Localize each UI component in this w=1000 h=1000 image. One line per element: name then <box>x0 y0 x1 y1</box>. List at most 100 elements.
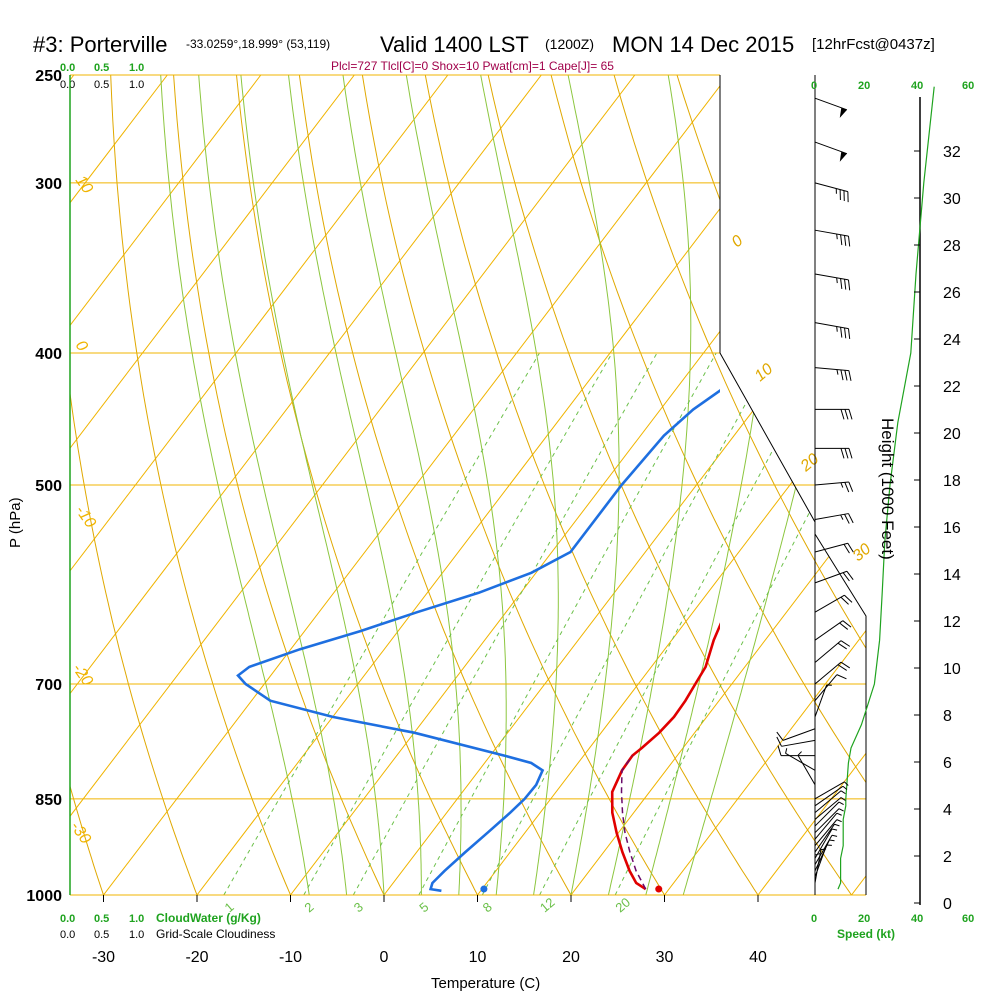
wind-barb-flag <box>840 640 851 647</box>
wind-barb-flag <box>777 745 782 756</box>
wind-barb-half-flag <box>797 751 802 756</box>
wind-barb-staff <box>814 273 849 281</box>
wind-speed-line <box>837 86 935 890</box>
pressure-tick-label: 500 <box>35 478 62 495</box>
valid-time: Valid 1400 LST <box>380 32 529 57</box>
wind-barb-flag <box>844 594 853 603</box>
height-tick-label: 8 <box>943 708 952 725</box>
wind-barb-staff <box>814 808 840 834</box>
speed-scale-top-0: 0 <box>811 80 817 92</box>
moist-adiabat-line <box>405 75 507 895</box>
mixing-ratio-line <box>303 352 613 895</box>
wind-barb-flag <box>776 736 782 747</box>
wind-barb-staff <box>814 570 848 584</box>
wind-barb-half-flag <box>785 748 788 754</box>
wind-barb-half-flag <box>840 482 844 488</box>
dry-adiabat-label: 30 <box>850 541 875 566</box>
surface-temperature-dot <box>655 885 663 893</box>
isotherm-label: -30 <box>67 819 94 848</box>
wind-barb-staff <box>814 367 849 372</box>
plot-frame <box>69 75 921 905</box>
dewpoint-line <box>236 389 720 893</box>
wind-barb-flag <box>848 513 854 524</box>
wind-speed-profile <box>837 86 935 890</box>
height-tick-label: 28 <box>943 238 961 255</box>
sounding-profiles <box>236 389 720 893</box>
wind-barb-staff <box>814 801 840 827</box>
pressure-ticks: 250 300 400 500 700 850 1000 <box>26 68 62 905</box>
height-tick-label: 30 <box>943 191 961 208</box>
dry-adiabat-line <box>358 75 683 895</box>
wind-barb-staff <box>814 229 849 237</box>
speed-scale-bottom-3: 60 <box>962 913 974 925</box>
wind-barb-flag <box>848 409 853 420</box>
wind-barb-flag <box>840 448 845 459</box>
wind-barb-half-flag <box>836 369 839 375</box>
forecast-date: MON 14 Dec 2015 <box>612 32 794 57</box>
wind-barb-staff <box>814 790 842 814</box>
height-tick-label: 0 <box>943 896 952 913</box>
isotherm-line <box>851 75 866 895</box>
wind-barb-staff <box>814 684 828 718</box>
wind-barb-flag <box>844 448 849 459</box>
dry-adiabat-line <box>981 51 1000 924</box>
wind-barb-flag <box>844 514 850 524</box>
temperature-tick-label: 30 <box>656 949 674 966</box>
dry-adiabat-line <box>420 75 778 895</box>
wind-barb-flag <box>840 596 849 605</box>
wind-barb-flag <box>840 369 844 381</box>
cloudiness-scale-top-0: 0.0 <box>60 79 75 91</box>
wind-barb-flag <box>836 674 847 680</box>
y-axis-title: P (hPa) <box>7 497 24 548</box>
wind-barb-flag <box>844 370 848 381</box>
bottom-scales: 0.0 0.5 1.0 CloudWater (g/Kg) 0.0 0.5 1.… <box>60 80 974 941</box>
mixing-ratio-label: 3 <box>351 899 366 915</box>
wind-barb-half-flag <box>836 277 838 284</box>
wind-barb-flag <box>847 542 854 553</box>
speed-scale-bottom-0: 0 <box>811 913 817 925</box>
wind-barb-flag <box>776 731 784 741</box>
wind-barb-flag <box>840 409 845 420</box>
cloudiness-label: Grid-Scale Cloudiness <box>156 927 275 941</box>
wind-barb-flag <box>840 327 843 338</box>
height-tick-label: 6 <box>943 755 952 772</box>
wind-barb-staff <box>814 542 848 553</box>
moist-adiabat-line <box>567 75 620 895</box>
wind-barb-flag <box>846 570 854 580</box>
dry-adiabat-label: 20 <box>797 451 822 476</box>
dry-adiabat-lines <box>70 51 1000 924</box>
wind-barb-flag <box>844 482 850 493</box>
temperature-line <box>610 622 720 891</box>
top-cloud-scales: 0.0 0.5 1.0 0.0 0.5 1.0 <box>60 62 144 91</box>
isotherm-label: 0 <box>72 338 91 355</box>
isotherm-line <box>757 75 866 895</box>
speed-scale-top-2: 40 <box>911 80 923 92</box>
temperature-tick-label: -30 <box>92 949 115 966</box>
mixing-ratio-label: 20 <box>612 895 633 916</box>
wind-barb-staff <box>814 823 835 853</box>
dry-adiabat-line <box>855 75 866 895</box>
cloudwater-scale-bottom-2: 1.0 <box>129 913 144 925</box>
temperature-tick-label: -20 <box>185 949 208 966</box>
wind-barb-flag <box>843 544 850 554</box>
wind-barb-half-flag <box>836 812 842 816</box>
pressure-tick-label: 300 <box>35 176 62 193</box>
height-axis-title: Height (1000 Feet) <box>878 418 897 560</box>
height-tick-label: 4 <box>943 802 952 819</box>
wind-barb-staff <box>781 739 816 747</box>
cloudiness-scale-top-1: 0.5 <box>94 79 109 91</box>
wind-barb-half-flag <box>838 801 844 805</box>
wind-barb-half-flag <box>836 819 842 823</box>
height-tick-label: 12 <box>943 614 961 631</box>
wind-barb-flag <box>844 235 847 246</box>
wind-barb-half-flag <box>840 790 846 795</box>
x-axis-title: Temperature (C) <box>431 975 540 992</box>
height-tick-label: 16 <box>943 520 961 537</box>
wind-barb-flag <box>844 279 847 290</box>
cloudwater-scale-top-2: 1.0 <box>129 62 144 74</box>
isotherm-line <box>70 75 355 895</box>
height-tick-label: 22 <box>943 379 961 396</box>
